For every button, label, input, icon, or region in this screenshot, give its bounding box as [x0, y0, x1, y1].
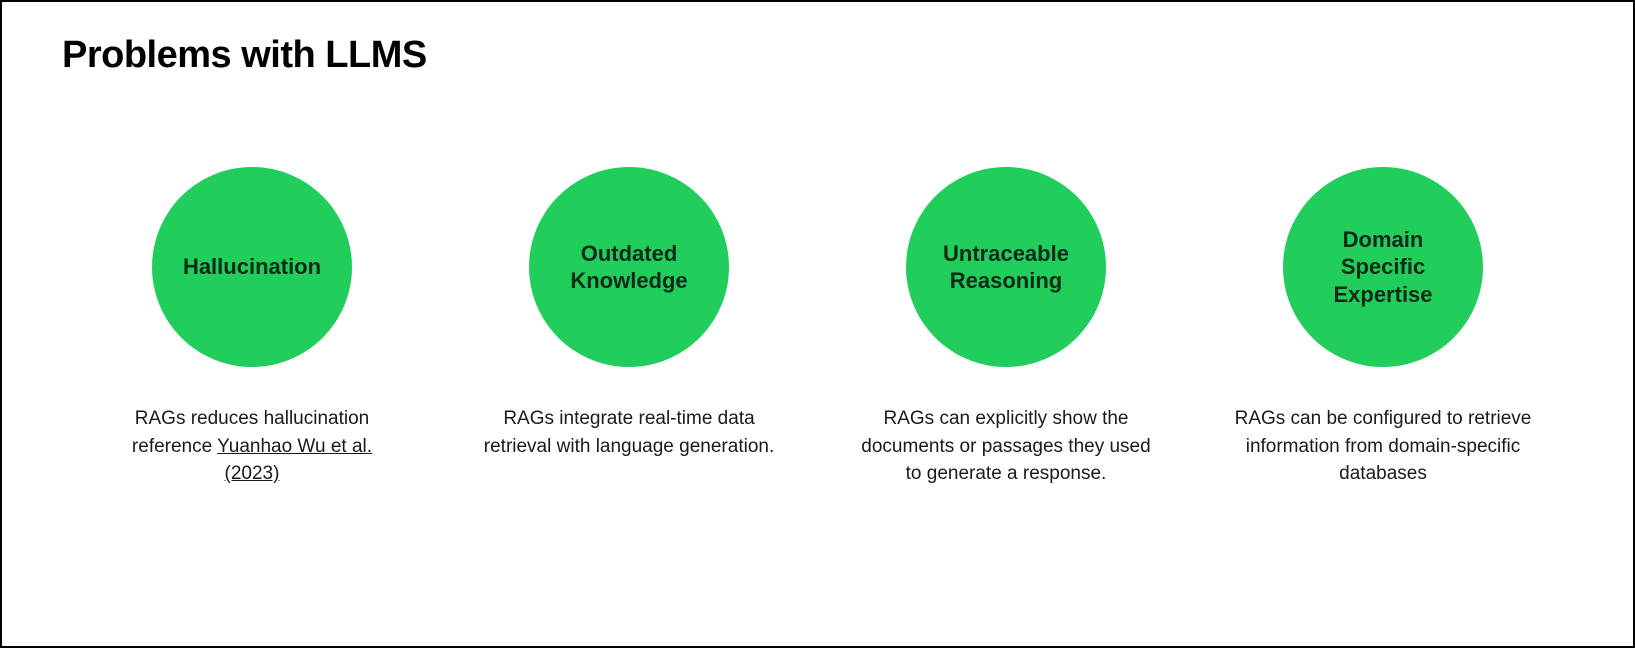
problems-row: Hallucination RAGs reduces hallucination… [62, 167, 1573, 488]
problem-circle-label: Domain Specific Expertise [1333, 226, 1432, 309]
problem-item-outdated-knowledge: Outdated Knowledge RAGs integrate real-t… [479, 167, 779, 460]
problem-circle-label: Untraceable Reasoning [943, 240, 1069, 295]
problem-circle: Untraceable Reasoning [906, 167, 1106, 367]
problem-item-hallucination: Hallucination RAGs reduces hallucination… [102, 167, 402, 488]
problem-item-untraceable-reasoning: Untraceable Reasoning RAGs can explicitl… [856, 167, 1156, 488]
problem-circle: Hallucination [152, 167, 352, 367]
problem-description: RAGs can explicitly show the documents o… [856, 405, 1156, 488]
problem-circle-label: Hallucination [183, 253, 321, 281]
reference-link[interactable]: Yuanhao Wu et al. (2023) [217, 436, 372, 485]
problem-circle: Domain Specific Expertise [1283, 167, 1483, 367]
problem-description-pre: RAGs can be configured to retrieve infor… [1235, 408, 1532, 484]
problem-description-pre: RAGs integrate real-time data retrieval … [484, 408, 774, 457]
problem-circle-label: Outdated Knowledge [570, 240, 687, 295]
problem-item-domain-expertise: Domain Specific Expertise RAGs can be co… [1233, 167, 1533, 488]
problem-description: RAGs reduces hallucination reference Yua… [102, 405, 402, 488]
problem-description-pre: RAGs can explicitly show the documents o… [861, 408, 1150, 484]
problem-circle: Outdated Knowledge [529, 167, 729, 367]
problem-description: RAGs integrate real-time data retrieval … [479, 405, 779, 460]
problem-description: RAGs can be configured to retrieve infor… [1233, 405, 1533, 488]
page-title: Problems with LLMS [62, 34, 1573, 77]
